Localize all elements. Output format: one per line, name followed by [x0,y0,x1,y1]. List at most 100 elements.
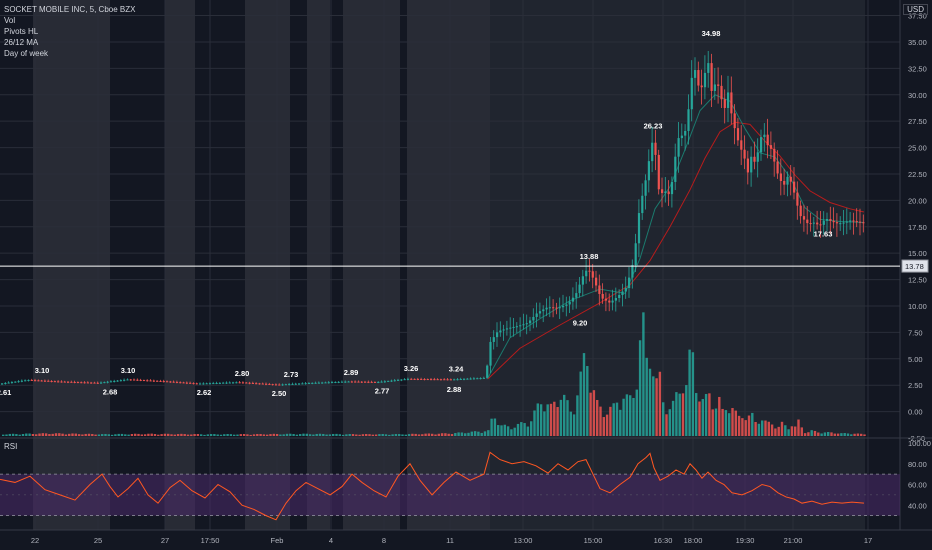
candle-body [496,332,499,338]
candle-body [258,383,261,385]
volume-bar [107,434,110,436]
volume-bar [563,394,566,436]
candle-body [796,192,799,206]
indicator-ma[interactable]: 26/12 MA [4,38,39,47]
volume-bar [846,433,850,436]
volume-bar [18,434,21,436]
candle-body [284,384,287,386]
volume-bar [338,434,341,436]
volume-bar [747,415,751,436]
indicator-day-of-week[interactable]: Day of week [4,49,49,58]
volume-bar [840,433,843,436]
candle-body [268,383,271,385]
candle-body [321,382,324,384]
time-tick-label: 18:00 [684,536,703,545]
candle-body [505,328,509,330]
candle-body [185,382,188,384]
volume-bar [414,433,417,436]
candle-body [433,379,436,381]
volume-bar [160,434,163,436]
time-tick-label: 16:30 [654,536,673,545]
candle-body [70,381,73,383]
pivot-label: 3.26 [404,364,419,373]
volume-bar [355,434,358,436]
volume-bar [807,432,810,436]
candle-body [113,380,116,382]
chart-legend: SOCKET MOBILE INC, 5, Cboe BZX Vol Pivot… [4,4,135,59]
volume-bar [289,433,292,436]
volume-bar [8,433,11,436]
candle-body [298,383,301,385]
candle-body [733,113,736,129]
candle-body [680,135,683,139]
volume-bar [114,434,117,436]
candle-body [76,382,80,384]
candle-body [634,243,637,266]
candle-body [845,221,848,223]
pivot-label: 2.68 [103,387,118,396]
volume-bar [774,428,777,436]
candle-body [43,380,47,382]
candle-body [307,383,311,385]
currency-badge[interactable]: USD [903,4,928,15]
candle-body [542,309,545,312]
volume-bar [665,414,668,436]
volume-bar [556,407,559,436]
candle-body [826,219,829,221]
volume-bar [787,429,790,436]
candle-body [80,382,83,384]
candle-body [443,379,446,381]
volume-bar [325,434,328,436]
candle-body [799,205,802,217]
time-tick-label: 22 [31,536,39,545]
volume-bar [368,434,371,436]
volume-bar [417,434,421,436]
candle-body [651,142,654,162]
candle-body [552,307,555,309]
volume-bar [51,433,54,436]
indicator-vol[interactable]: Vol [4,16,16,25]
candle-body [677,138,680,157]
candle-body [545,307,548,310]
candle-body [146,380,149,382]
candle-body [565,304,568,306]
time-tick-label: 11 [446,536,454,545]
candle-body [182,382,185,384]
volume-bar [526,426,530,436]
candle-body [812,222,815,224]
volume-bar [21,434,25,436]
candle-body [769,145,773,149]
volume-bar [74,433,77,436]
candle-body [575,293,578,298]
indicator-pivots[interactable]: Pivots HL [4,27,39,36]
pivot-label: 3.10 [35,366,50,375]
volume-bar [48,434,51,436]
candle-body [208,383,212,385]
candle-body [50,380,53,382]
pivot-label: 26.23 [644,122,663,131]
candle-body [746,158,749,173]
candle-body [261,383,264,385]
volume-bar [500,425,503,436]
volume-bar [450,434,454,436]
candle-body [406,378,410,380]
time-tick-label: 27 [161,536,169,545]
volume-bar [711,409,714,436]
volume-bar [104,433,107,436]
volume-bar [784,425,787,436]
candle-body [862,222,865,224]
volume-bar [163,433,167,436]
currency-selector[interactable]: USD [901,4,928,15]
candle-body [291,383,294,385]
time-tick-label: 21:00 [784,536,803,545]
candle-body [641,195,644,214]
current-price-badge [901,259,929,273]
candle-body [492,337,495,342]
volume-bar [767,421,770,436]
volume-bar [513,427,516,436]
pivot-label: 2.89 [344,368,359,377]
rsi-tick-label: 60.00 [908,481,927,490]
volume-bar [308,434,312,436]
candle-body [756,152,759,162]
